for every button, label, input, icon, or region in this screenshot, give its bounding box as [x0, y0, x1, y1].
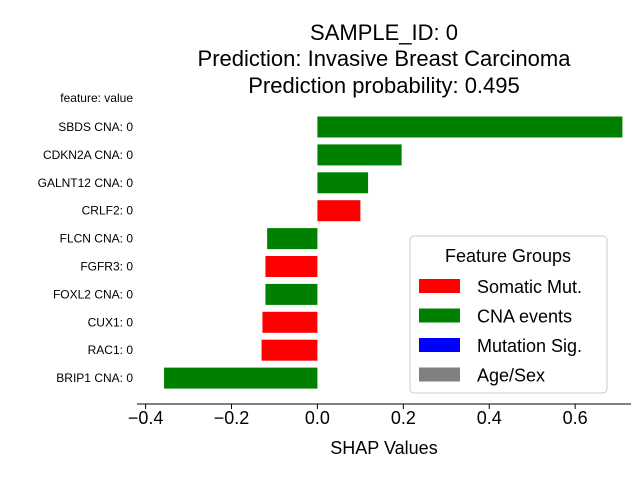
- bar: [262, 311, 318, 333]
- legend-swatch: [419, 279, 460, 293]
- bar: [164, 367, 318, 389]
- legend-label: Mutation Sig.: [477, 336, 582, 356]
- x-axis-label: SHAP Values: [330, 438, 437, 458]
- legend-title: Feature Groups: [445, 246, 571, 266]
- bars-group: [164, 116, 623, 389]
- x-tick-label: 0.4: [477, 408, 502, 428]
- bar: [265, 283, 318, 305]
- legend-frame: [409, 235, 608, 394]
- bar: [317, 172, 369, 194]
- bar: [261, 339, 318, 361]
- chart-title-line-2: Prediction: Invasive Breast Carcinoma: [198, 46, 572, 71]
- y-tick-label: FGFR3: 0: [80, 260, 133, 274]
- y-axis-label: feature: value: [60, 91, 133, 105]
- y-tick-label: CRLF2: 0: [82, 204, 134, 218]
- y-tick-label: SBDS CNA: 0: [58, 120, 133, 134]
- y-tick-label: FOXL2 CNA: 0: [53, 287, 133, 301]
- x-tick-label: −0.4: [128, 408, 164, 428]
- x-tick-label: −0.2: [214, 408, 250, 428]
- bar: [317, 116, 623, 138]
- y-tick-labels: SBDS CNA: 0 CDKN2A CNA: 0 GALNT12 CNA: 0 CR…: [38, 120, 134, 385]
- x-tick-label: 0.6: [563, 408, 588, 428]
- legend-label: Somatic Mut.: [477, 277, 582, 297]
- y-tick-label: CDKN2A CNA: 0: [43, 148, 133, 162]
- chart-title-line-3: Prediction probability: 0.495: [248, 73, 520, 98]
- bar: [317, 200, 361, 222]
- y-tick-label: GALNT12 CNA: 0: [38, 176, 134, 190]
- legend-swatch: [419, 338, 460, 352]
- legend-label: Age/Sex: [477, 366, 545, 386]
- bar: [267, 228, 318, 250]
- y-tick-label: FLCN CNA: 0: [60, 232, 134, 246]
- x-tick-label: 0.2: [391, 408, 416, 428]
- legend-swatch: [419, 367, 460, 382]
- legend-swatch: [419, 308, 460, 323]
- legend-entries: Somatic Mut. CNA events Mutation Sig. Age/S…: [419, 277, 582, 386]
- chart-title-line-1: SAMPLE_ID: 0: [310, 20, 458, 45]
- bar: [317, 144, 402, 166]
- y-tick-label: BRIP1 CNA: 0: [56, 371, 133, 385]
- y-tick-label: RAC1: 0: [88, 343, 134, 357]
- legend-label: CNA events: [477, 307, 572, 327]
- legend: Feature Groups Somatic Mut. CNA events Mut…: [409, 235, 608, 394]
- x-tick-label: 0.0: [305, 408, 330, 428]
- x-axis: −0.4 −0.2 0.0 0.2 0.4 0.6: [128, 403, 631, 428]
- bar: [265, 256, 318, 277]
- y-tick-label: CUX1: 0: [88, 315, 134, 329]
